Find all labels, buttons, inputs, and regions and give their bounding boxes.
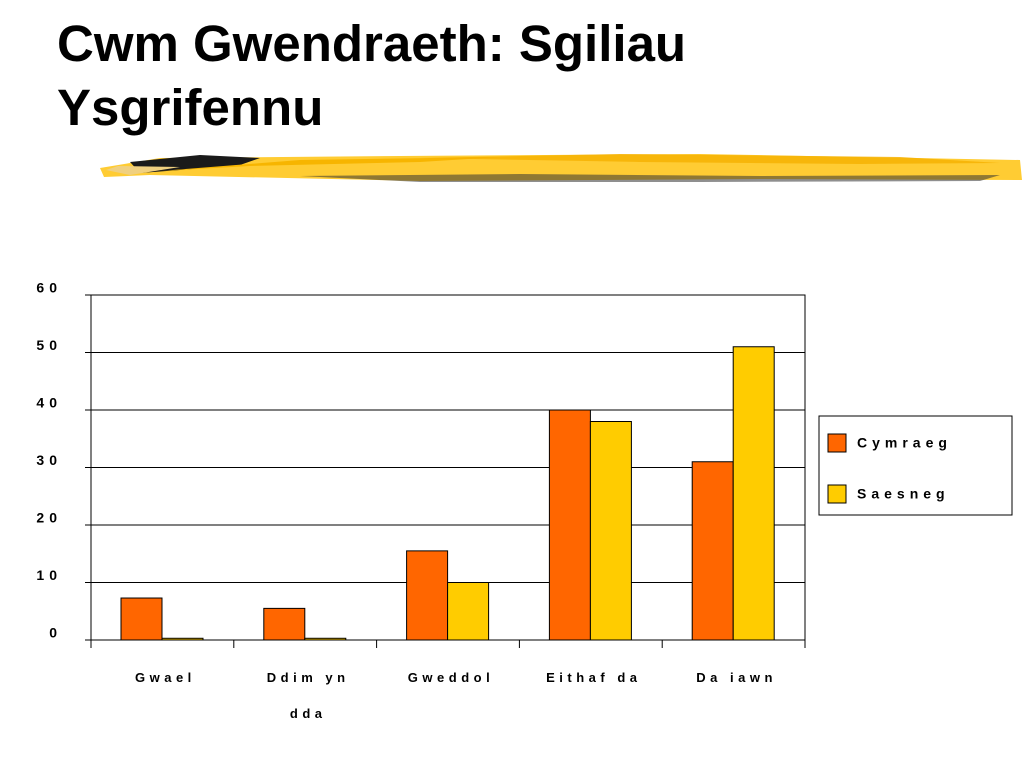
- x-tick-label: Da iawn: [696, 670, 777, 685]
- y-tick-label: 50: [36, 337, 62, 353]
- bar: [691, 461, 734, 641]
- legend-box: [818, 415, 1013, 516]
- x-tick-label: Gwael: [134, 670, 196, 685]
- bar: [304, 637, 347, 641]
- x-tick-label: Ddim yn dda: [266, 670, 350, 721]
- y-tick-label: 30: [36, 452, 62, 468]
- bar: [120, 597, 163, 641]
- bar: [447, 582, 490, 641]
- bar: [732, 346, 775, 641]
- bar: [161, 637, 204, 641]
- y-tick-label: 60: [36, 280, 62, 296]
- brush-stroke: [100, 154, 1022, 182]
- y-tick-label: 10: [36, 567, 62, 583]
- legend-swatch: [827, 433, 847, 453]
- y-tick-label: 20: [36, 510, 62, 526]
- x-tick-label: Eithaf da: [546, 670, 642, 685]
- legend-label: Cymraeg: [857, 435, 952, 451]
- legend-swatch: [827, 484, 847, 504]
- legend-label: Saesneg: [857, 486, 950, 502]
- y-tick-label: 0: [49, 625, 62, 641]
- bar: [548, 409, 591, 641]
- x-tick-label: Gweddol: [407, 670, 495, 685]
- slide-title: Cwm Gwendraeth: Sgiliau Ysgrifennu: [57, 15, 687, 136]
- y-tick-label: 40: [36, 395, 62, 411]
- bar: [263, 607, 306, 641]
- bar: [406, 550, 449, 641]
- bar: [589, 421, 632, 641]
